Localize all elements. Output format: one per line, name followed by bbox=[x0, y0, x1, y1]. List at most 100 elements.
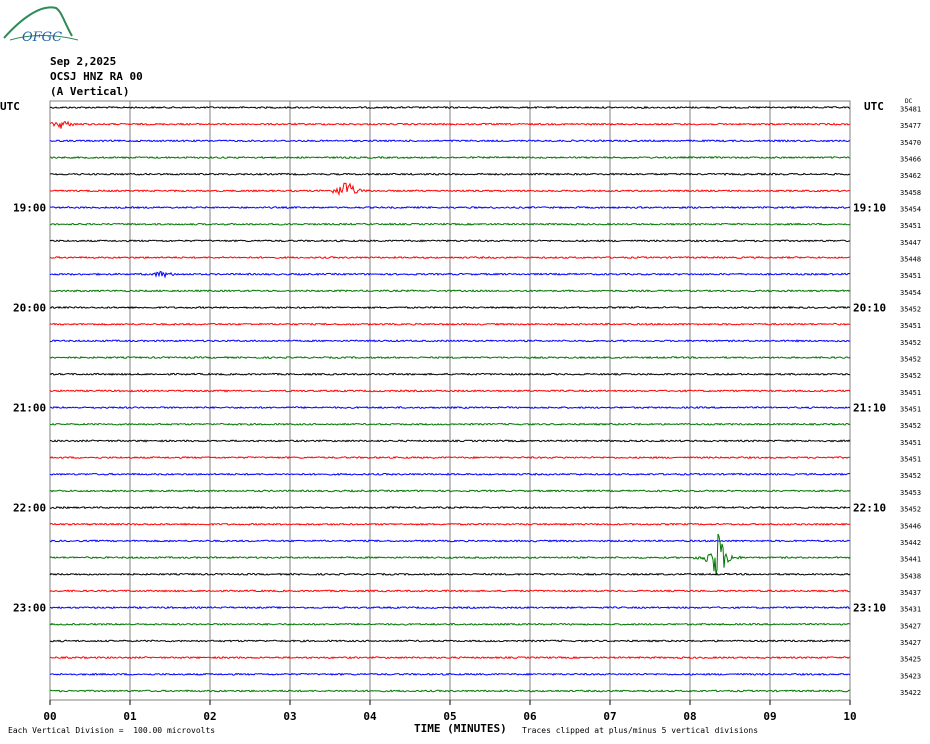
dc-offset-label: 35427 bbox=[900, 639, 921, 647]
dc-offset-label: 35454 bbox=[900, 289, 921, 297]
x-tick-label: 00 bbox=[43, 710, 56, 723]
trace-row-14 bbox=[49, 339, 851, 343]
date-label: Sep 2,2025 bbox=[50, 55, 117, 68]
trace-row-18 bbox=[50, 405, 851, 410]
trace-row-16 bbox=[49, 372, 851, 376]
right-hour-label: 20:10 bbox=[853, 302, 886, 315]
dc-offset-label: 35452 bbox=[900, 356, 921, 364]
dc-offset-label: 35466 bbox=[900, 156, 921, 164]
left-hour-label: 22:00 bbox=[13, 502, 46, 515]
trace-row-25 bbox=[49, 522, 851, 526]
dc-offset-label: 35441 bbox=[900, 556, 921, 564]
trace-row-8 bbox=[49, 239, 850, 243]
x-tick-label: 01 bbox=[123, 710, 137, 723]
x-tick-label: 08 bbox=[683, 710, 696, 723]
x-tick-label: 06 bbox=[523, 710, 537, 723]
x-tick-label: 05 bbox=[443, 710, 456, 723]
dc-offset-label: 35453 bbox=[900, 489, 921, 497]
trace-row-4 bbox=[49, 172, 851, 176]
dc-offset-label: 35425 bbox=[900, 656, 921, 664]
dc-offset-label: 35458 bbox=[900, 189, 921, 197]
scale-note: Each Vertical Division = 100.00 microvol… bbox=[8, 726, 216, 735]
dc-label: DC bbox=[905, 98, 913, 105]
station-label: OCSJ HNZ RA 00 bbox=[50, 70, 143, 83]
dc-offset-label: 35451 bbox=[900, 439, 921, 447]
left-axis-label: UTC bbox=[0, 100, 20, 113]
x-tick-label: 04 bbox=[363, 710, 377, 723]
trace-row-32 bbox=[49, 639, 851, 643]
dc-offset-label: 35422 bbox=[900, 689, 921, 697]
component-label: (A Vertical) bbox=[50, 85, 130, 98]
logo-text: OFGC bbox=[22, 30, 62, 45]
dc-offset-label: 35481 bbox=[900, 106, 921, 114]
trace-row-9 bbox=[49, 255, 851, 260]
right-hour-label: 22:10 bbox=[853, 502, 886, 515]
trace-row-15 bbox=[49, 355, 851, 360]
dc-offset-label: 35448 bbox=[900, 256, 921, 264]
left-hour-label: 19:00 bbox=[13, 202, 46, 215]
dc-offset-label: 35437 bbox=[900, 589, 921, 597]
x-tick-label: 10 bbox=[843, 710, 856, 723]
dc-offset-label: 35446 bbox=[900, 522, 921, 530]
trace-row-29 bbox=[49, 589, 851, 593]
trace-row-34 bbox=[49, 672, 851, 676]
left-hour-label: 23:00 bbox=[13, 602, 46, 615]
dc-offset-label: 35447 bbox=[900, 239, 921, 247]
dc-offset-label: 35451 bbox=[900, 389, 921, 397]
trace-row-31 bbox=[49, 622, 851, 626]
trace-row-24 bbox=[49, 505, 851, 510]
right-hour-label: 19:10 bbox=[853, 202, 886, 215]
dc-offset-label: 35452 bbox=[900, 472, 921, 480]
dc-offset-label: 35452 bbox=[900, 306, 921, 314]
trace-row-20 bbox=[49, 439, 851, 443]
trace-row-2 bbox=[49, 139, 850, 143]
right-axis-label: UTC bbox=[864, 100, 884, 113]
trace-row-27 bbox=[49, 533, 851, 576]
trace-row-12 bbox=[49, 305, 851, 310]
trace-row-6 bbox=[49, 205, 851, 210]
trace-row-13 bbox=[49, 322, 851, 326]
left-hour-label: 21:00 bbox=[13, 402, 46, 415]
trace-row-23 bbox=[49, 489, 851, 493]
ofgc-logo: OFGC bbox=[3, 6, 79, 45]
dc-offset-label: 35451 bbox=[900, 322, 921, 330]
trace-row-30 bbox=[49, 605, 851, 610]
trace-row-10 bbox=[49, 270, 851, 279]
right-hour-label: 23:10 bbox=[853, 602, 886, 615]
trace-row-1 bbox=[49, 120, 851, 129]
dc-offset-label: 35452 bbox=[900, 372, 921, 380]
trace-row-33 bbox=[49, 655, 851, 660]
dc-offset-label: 35427 bbox=[900, 622, 921, 630]
dc-offset-label: 35431 bbox=[900, 606, 921, 614]
x-axis-title: TIME (MINUTES) bbox=[414, 722, 507, 735]
trace-row-28 bbox=[49, 572, 851, 576]
dc-offset-label: 35470 bbox=[900, 139, 921, 147]
dc-offset-label: 35438 bbox=[900, 572, 921, 580]
trace-row-35 bbox=[49, 689, 850, 693]
dc-offset-label: 35477 bbox=[900, 122, 921, 130]
dc-offset-label: 35451 bbox=[900, 456, 921, 464]
x-tick-label: 02 bbox=[203, 710, 216, 723]
trace-row-21 bbox=[49, 455, 851, 460]
dc-offset-label: 35452 bbox=[900, 339, 921, 347]
x-tick-label: 03 bbox=[283, 710, 296, 723]
dc-offset-label: 35462 bbox=[900, 172, 921, 180]
dc-offset-label: 35452 bbox=[900, 422, 921, 430]
trace-row-5 bbox=[49, 182, 851, 197]
trace-row-19 bbox=[49, 422, 851, 426]
dc-offset-label: 35454 bbox=[900, 206, 921, 214]
trace-row-22 bbox=[49, 472, 850, 476]
trace-row-26 bbox=[49, 539, 850, 543]
dc-offset-label: 35451 bbox=[900, 272, 921, 280]
dc-offset-label: 35452 bbox=[900, 506, 921, 514]
trace-row-11 bbox=[49, 289, 851, 293]
trace-row-0 bbox=[49, 105, 851, 110]
left-hour-label: 20:00 bbox=[13, 302, 46, 315]
clip-note: Traces clipped at plus/minus 5 vertical … bbox=[522, 726, 759, 735]
right-hour-label: 21:10 bbox=[853, 402, 886, 415]
dc-offset-label: 35423 bbox=[900, 672, 921, 680]
trace-row-17 bbox=[49, 389, 851, 393]
x-tick-label: 07 bbox=[603, 710, 616, 723]
trace-row-3 bbox=[50, 155, 851, 160]
